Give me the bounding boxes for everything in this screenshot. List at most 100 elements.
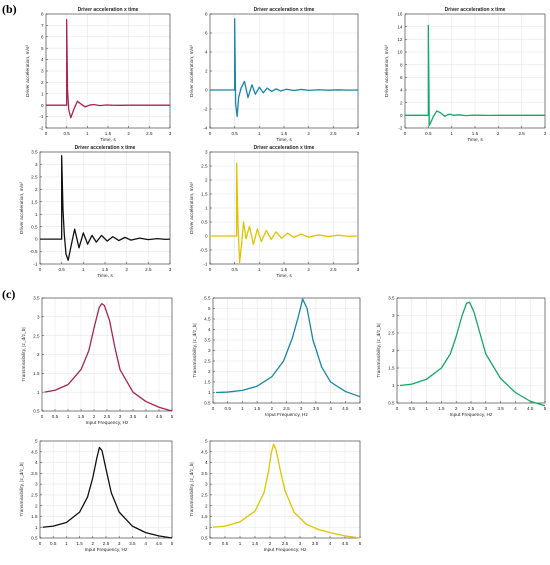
y-tick-label: 1 <box>41 91 44 96</box>
y-tick-label: 1.5 <box>31 199 38 204</box>
y-tick-label: -1 <box>203 262 208 267</box>
plot-frame <box>41 297 173 412</box>
plot-frame <box>404 13 546 129</box>
y-tick-label: 4 <box>400 88 403 93</box>
chart-title: Driver acceleration x time <box>254 145 315 151</box>
x-tick-label: 3.5 <box>313 406 320 411</box>
y-tick-label: 3 <box>35 162 38 167</box>
plot-frame <box>39 151 171 265</box>
y-tick-label: 3 <box>205 482 208 487</box>
y-tick-label: -1 <box>33 262 38 267</box>
y-tick-label: 0 <box>41 103 44 108</box>
y-axis-label: Driver acceleration, m/s² <box>189 182 195 234</box>
y-tick-label: 1 <box>392 383 395 388</box>
chart-title: Driver acceleration x time <box>78 7 139 13</box>
y-tick-label: 4 <box>205 460 208 465</box>
x-tick-label: 4.5 <box>342 541 349 546</box>
x-tick-label: 1 <box>258 131 261 136</box>
x-tick-label: 0 <box>41 414 44 419</box>
y-tick-label: 3.5 <box>31 471 38 476</box>
y-tick-label: 3 <box>392 313 395 318</box>
y-tick-label: 2 <box>37 352 40 357</box>
x-tick-label: 4 <box>514 406 517 411</box>
x-tick-label: 2.5 <box>330 267 337 272</box>
y-tick-label: 0.5 <box>204 401 211 406</box>
chart-9: 0 0.5 1 1.5 2 2.5 3 3.5 4 4.5 50.511.522.533.544.5… <box>19 439 174 553</box>
y-tick-label: 0.5 <box>33 409 40 414</box>
y-tick-label: 2 <box>205 69 208 74</box>
x-tick-label: 1.5 <box>76 541 83 546</box>
x-tick-label: 0 <box>396 406 399 411</box>
y-tick-label: 6 <box>41 34 44 39</box>
x-tick-label: 1 <box>65 541 68 546</box>
y-tick-label: 4.5 <box>204 317 211 322</box>
y-tick-label: 1 <box>35 525 38 530</box>
x-tick-label: 2.5 <box>330 131 337 136</box>
x-tick-label: 4.5 <box>156 414 163 419</box>
x-tick-label: 0.5 <box>425 131 432 136</box>
y-tick-label: 3.5 <box>204 338 211 343</box>
y-tick-label: 5 <box>205 439 208 444</box>
x-tick-label: 2 <box>455 406 458 411</box>
chart-8: 0 0.5 1 1.5 2 2.5 3 3.5 4 4.5 50.511.522.533.5Inpu… <box>376 296 547 418</box>
series-line <box>42 446 173 539</box>
x-tick-label: 1.5 <box>438 406 445 411</box>
y-axis-label: Driver acceleration, m/s² <box>25 45 31 97</box>
series-line <box>215 298 361 398</box>
x-axis-label: Input Frequency, Hz <box>265 412 308 418</box>
x-tick-label: 0 <box>404 131 407 136</box>
x-axis-label: Time, s <box>97 273 113 279</box>
x-axis-label: Input Frequency, Hz <box>86 420 129 426</box>
y-tick-label: 1.5 <box>201 514 208 519</box>
x-tick-label: 2 <box>93 414 96 419</box>
series-line <box>405 24 545 127</box>
y-tick-label: 3 <box>37 314 40 319</box>
y-tick-label: 0.5 <box>388 401 395 406</box>
x-tick-label: 3 <box>118 541 121 546</box>
y-tick-label: 2 <box>205 178 208 183</box>
chart-title: Driver acceleration x time <box>445 7 506 13</box>
y-tick-label: 2.5 <box>31 174 38 179</box>
x-axis-label: Time, s <box>100 137 116 143</box>
y-axis-label: Driver acceleration, m/s² <box>384 45 390 97</box>
series-line <box>399 301 546 407</box>
y-tick-label: 1.5 <box>33 371 40 376</box>
series-line <box>40 155 171 261</box>
y-tick-label: 1.5 <box>388 366 395 371</box>
x-tick-label: 1.5 <box>281 267 288 272</box>
x-tick-label: 2 <box>271 406 274 411</box>
x-tick-label: 2.5 <box>104 414 111 419</box>
y-tick-label: -2 <box>398 126 403 131</box>
y-tick-label: -0.5 <box>200 248 208 253</box>
chart-6: 0 0.5 1 1.5 2 2.5 3 3.5 4 4.5 50.511.522.533.5Inpu… <box>21 296 174 426</box>
x-tick-label: 3 <box>357 267 360 272</box>
y-tick-label: 0 <box>35 237 38 242</box>
x-tick-label: 0.5 <box>63 131 70 136</box>
y-tick-label: 2.5 <box>201 492 208 497</box>
series-line <box>210 18 359 118</box>
x-tick-label: 1.5 <box>254 406 261 411</box>
chart-2: 0 0.5 1 1.5 2 2.5 3 -4 -2 0 2 4 6 8 Driver acceleratio… <box>189 7 360 143</box>
y-tick-label: -4 <box>203 126 208 131</box>
y-tick-label: 3 <box>35 482 38 487</box>
y-tick-label: 3 <box>41 69 44 74</box>
x-tick-label: 1.5 <box>252 541 259 546</box>
y-tick-label: 0.5 <box>201 536 208 541</box>
plot-frame <box>396 297 546 404</box>
y-tick-label: 3 <box>205 150 208 155</box>
y-tick-label: 7 <box>41 23 44 28</box>
x-tick-label: 2 <box>307 267 310 272</box>
x-axis-label: Input Frequency, Hz <box>264 547 307 553</box>
y-tick-label: 0.5 <box>31 224 38 229</box>
x-axis-label: Input Frequency, Hz <box>85 547 128 553</box>
x-tick-label: 2 <box>307 131 310 136</box>
x-tick-label: 2.5 <box>145 267 152 272</box>
y-tick-label: 3.5 <box>201 471 208 476</box>
y-tick-label: 5.5 <box>204 296 211 301</box>
x-tick-label: 1 <box>258 267 261 272</box>
y-tick-label: 2.5 <box>201 164 208 169</box>
y-tick-label: 2 <box>205 503 208 508</box>
x-tick-label: 1 <box>241 406 244 411</box>
plot-frame <box>45 13 171 129</box>
x-tick-label: 2 <box>269 541 272 546</box>
